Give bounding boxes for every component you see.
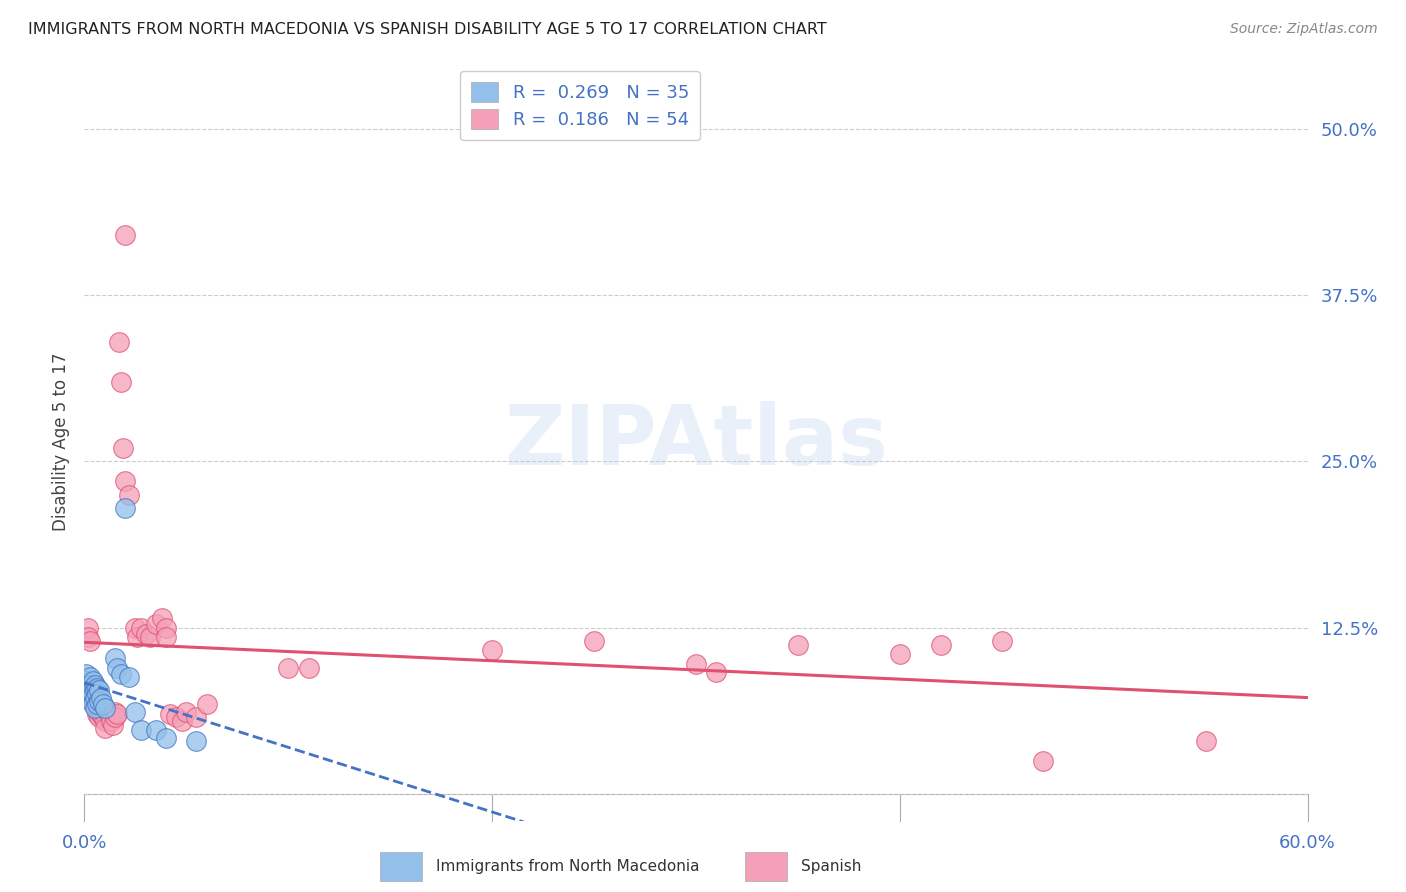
Point [114, 228, 136, 243]
Point [87, 694, 110, 708]
Point [114, 475, 136, 489]
Point [172, 714, 194, 728]
Point [583, 634, 606, 648]
Point [82, 687, 104, 701]
Point [77, 687, 100, 701]
Point [787, 638, 810, 652]
Point [82, 697, 104, 711]
Point [127, 630, 149, 644]
Point [82, 678, 104, 692]
Point [75, 667, 97, 681]
Point [86, 700, 108, 714]
Point [79, 634, 101, 648]
Point [298, 661, 321, 675]
Point [87, 705, 110, 719]
Point [889, 648, 911, 662]
Point [145, 723, 167, 738]
Point [90, 691, 112, 706]
Point [91, 710, 114, 724]
Point [150, 611, 173, 625]
Point [159, 707, 181, 722]
Point [77, 683, 100, 698]
Point [75, 673, 97, 688]
Point [90, 707, 112, 722]
Point [186, 710, 208, 724]
Text: ZIPAtlas: ZIPAtlas [503, 401, 889, 482]
Point [83, 683, 105, 698]
Point [77, 630, 100, 644]
Point [87, 710, 110, 724]
Point [86, 707, 108, 722]
Text: Immigrants from North Macedonia: Immigrants from North Macedonia [436, 859, 699, 874]
Point [83, 700, 105, 714]
Point [101, 718, 124, 732]
Point [82, 673, 104, 688]
Y-axis label: Disability Age 5 to 17: Disability Age 5 to 17 [52, 352, 70, 531]
Point [79, 670, 101, 684]
Point [93, 714, 115, 728]
Point [87, 683, 110, 698]
Point [110, 667, 132, 681]
Point [114, 501, 136, 516]
Text: Source: ZipAtlas.com: Source: ZipAtlas.com [1230, 22, 1378, 37]
Point [97, 707, 120, 722]
Point [77, 621, 100, 635]
Legend: R =  0.269   N = 35, R =  0.186   N = 54: R = 0.269 N = 35, R = 0.186 N = 54 [460, 71, 700, 140]
Point [124, 621, 146, 635]
Point [79, 678, 101, 692]
Point [118, 488, 141, 502]
Point [82, 681, 104, 695]
Point [100, 714, 122, 728]
Point [135, 627, 157, 641]
Point [93, 721, 115, 735]
Point [277, 661, 299, 675]
Point [104, 710, 127, 724]
Point [195, 697, 218, 711]
Point [1032, 754, 1054, 768]
Point [131, 723, 153, 738]
Point [1195, 734, 1218, 748]
Point [105, 661, 128, 675]
Point [706, 665, 728, 679]
Text: Spanish: Spanish [801, 859, 862, 874]
Point [79, 683, 101, 698]
Point [481, 643, 503, 657]
Point [145, 616, 167, 631]
Point [86, 687, 108, 701]
Point [110, 375, 132, 389]
Point [82, 691, 104, 706]
Point [83, 697, 105, 711]
Point [91, 697, 114, 711]
Point [685, 657, 707, 671]
Point [108, 334, 131, 349]
Point [118, 670, 141, 684]
Point [104, 651, 127, 665]
Point [174, 705, 197, 719]
Point [83, 691, 105, 706]
Point [105, 707, 128, 722]
Text: IMMIGRANTS FROM NORTH MACEDONIA VS SPANISH DISABILITY AGE 5 TO 17 CORRELATION CH: IMMIGRANTS FROM NORTH MACEDONIA VS SPANI… [28, 22, 827, 37]
Point [155, 731, 177, 746]
Point [138, 630, 160, 644]
Point [155, 630, 177, 644]
Point [165, 710, 187, 724]
Point [991, 634, 1014, 648]
Point [77, 678, 100, 692]
Point [104, 705, 127, 719]
Bar [745, 852, 787, 881]
Point [83, 678, 105, 692]
Point [79, 691, 101, 706]
Point [124, 705, 146, 719]
Point [929, 638, 952, 652]
Point [86, 681, 108, 695]
Point [93, 700, 115, 714]
Bar [380, 852, 422, 881]
Point [112, 441, 135, 455]
Point [93, 707, 115, 722]
Point [186, 734, 208, 748]
Point [155, 621, 177, 635]
Point [86, 697, 108, 711]
Point [131, 621, 153, 635]
